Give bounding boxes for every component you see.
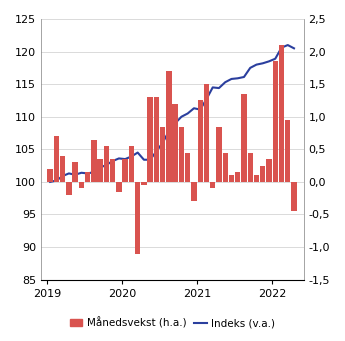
Legend: Månedsvekst (h.a.), Indeks (v.a.): Månedsvekst (h.a.), Indeks (v.a.) xyxy=(66,313,279,332)
Bar xyxy=(60,156,65,182)
Bar xyxy=(179,127,184,182)
Bar xyxy=(141,182,147,185)
Bar xyxy=(285,120,290,182)
Bar xyxy=(216,127,222,182)
Bar xyxy=(47,169,53,182)
Bar xyxy=(260,166,265,182)
Bar xyxy=(235,172,240,182)
Bar xyxy=(104,146,109,182)
Bar xyxy=(66,182,71,195)
Bar xyxy=(135,182,140,254)
Bar xyxy=(129,146,134,182)
Bar xyxy=(241,94,247,182)
Bar xyxy=(172,104,178,182)
Bar xyxy=(97,159,103,182)
Bar xyxy=(254,175,259,182)
Bar xyxy=(91,139,97,182)
Bar xyxy=(110,159,115,182)
Bar xyxy=(79,182,84,189)
Bar xyxy=(229,175,234,182)
Bar xyxy=(160,127,165,182)
Bar xyxy=(204,84,209,182)
Bar xyxy=(191,182,197,202)
Bar xyxy=(185,152,190,182)
Bar xyxy=(116,182,121,192)
Bar xyxy=(197,101,203,182)
Bar xyxy=(54,136,59,182)
Bar xyxy=(166,71,171,182)
Bar xyxy=(147,97,153,182)
Bar xyxy=(122,159,128,182)
Bar xyxy=(210,182,215,189)
Bar xyxy=(154,97,159,182)
Bar xyxy=(72,162,78,182)
Bar xyxy=(273,61,278,182)
Bar xyxy=(247,152,253,182)
Bar xyxy=(279,45,284,182)
Bar xyxy=(266,159,272,182)
Bar xyxy=(291,182,297,211)
Bar xyxy=(223,152,228,182)
Bar xyxy=(85,172,90,182)
